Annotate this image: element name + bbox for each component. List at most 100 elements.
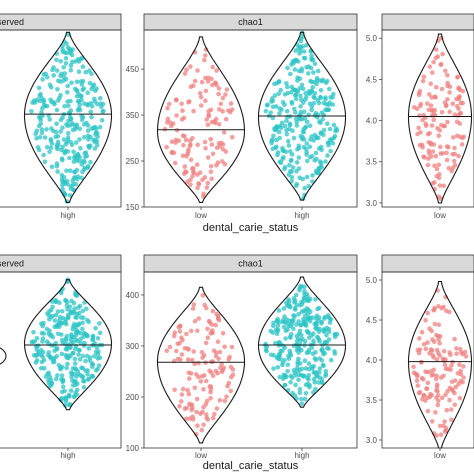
y-tick-label: 300 [126,342,140,351]
data-point [279,120,285,126]
data-point [53,376,59,382]
data-point [214,350,219,355]
data-point [230,367,236,372]
data-point [59,156,65,161]
data-point [31,329,36,335]
data-point [203,75,208,81]
data-point [79,175,84,181]
data-point [457,94,462,99]
data-point [452,336,457,342]
data-point [186,147,191,152]
data-point [208,331,213,336]
data-point [315,97,321,103]
data-point [80,374,85,379]
data-point [60,379,65,385]
data-point [209,142,215,147]
data-point [316,305,322,311]
data-point [68,117,73,122]
data-point [228,101,234,106]
data-point [197,170,203,175]
data-point [209,322,215,327]
data-point [307,384,312,390]
data-point [88,101,94,106]
data-point [306,335,312,340]
data-point [215,316,221,321]
data-point [285,90,291,96]
data-point [433,47,439,52]
data-point [91,137,96,143]
data-point [278,87,284,93]
data-point [330,140,336,146]
data-point [436,133,442,138]
data-point [293,57,298,63]
data-point [293,292,299,298]
data-point [177,329,183,334]
facet-strip [381,13,474,31]
data-point [459,350,464,355]
data-point [205,417,210,422]
data-point [29,339,35,345]
data-point [277,352,283,358]
data-point [200,355,205,360]
data-point [81,343,87,348]
data-point [181,143,186,148]
data-point [324,78,330,84]
x-tick-label: high [294,211,309,220]
data-point [178,399,184,404]
data-point [276,91,282,97]
data-point [285,303,290,309]
data-point [182,133,187,139]
data-point [60,115,65,120]
data-point [307,144,313,150]
data-point [434,388,439,393]
data-point [186,370,192,376]
data-point [89,114,94,120]
data-point [304,174,310,180]
data-point [39,127,45,132]
data-point [423,346,429,352]
data-point [227,354,232,360]
data-point [452,162,458,168]
data-point [420,117,425,123]
data-point [296,68,302,74]
violin-outline [407,281,473,449]
data-point [60,125,65,130]
data-point [274,318,280,324]
data-point [94,143,100,148]
data-point [96,349,101,355]
data-point [293,307,298,312]
data-point [35,352,41,357]
data-point [326,140,331,146]
data-point [433,153,439,159]
data-point [49,332,54,338]
y-tick-label: 150 [126,203,140,212]
data-point [85,164,91,169]
data-point [321,127,327,133]
data-point [271,323,276,329]
facet-strip [381,254,474,273]
data-point [77,137,82,142]
data-point [299,401,305,407]
data-point [263,108,269,114]
y-tick-label: 4.0 [366,117,378,126]
data-point [170,121,176,126]
data-point [310,315,315,320]
data-point [208,384,214,389]
data-point [64,41,69,46]
data-point [190,306,196,311]
data-point [40,339,45,344]
data-point [75,368,80,374]
data-point [190,405,195,411]
violin-outline-partial [0,347,7,365]
data-point [86,346,92,351]
data-point [288,158,294,163]
data-point [312,95,317,101]
data-point [54,121,59,127]
data-point [215,339,221,345]
data-point [294,168,299,174]
data-point [309,79,314,85]
data-point [300,44,306,49]
data-point [203,378,209,384]
data-point [85,368,90,373]
data-point [449,417,454,423]
